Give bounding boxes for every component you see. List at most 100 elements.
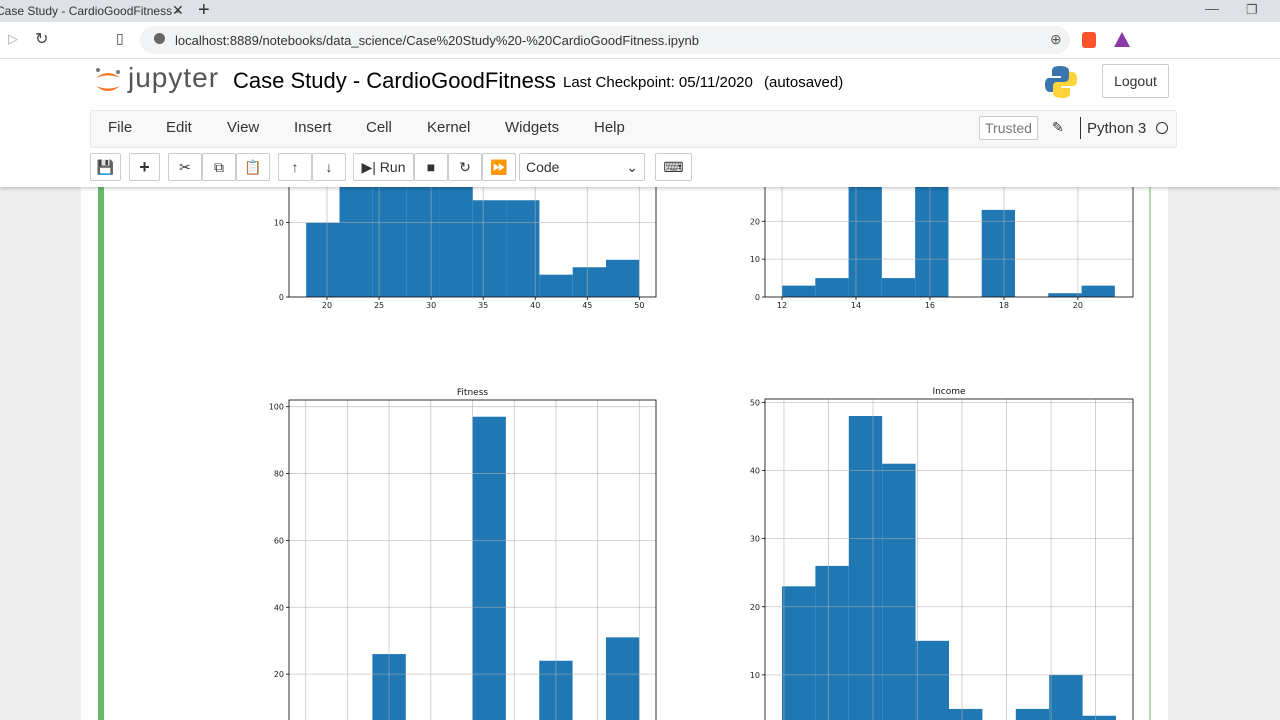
url-box[interactable]	[140, 26, 1070, 54]
menu-help[interactable]: Help	[594, 119, 625, 136]
bar	[781, 586, 816, 720]
bar	[949, 708, 983, 720]
x-tick-label: 18	[999, 301, 1009, 310]
jupyter-logo[interactable]: jupyter	[128, 62, 220, 93]
restart-button[interactable]: ↻	[448, 153, 482, 181]
move-down-button[interactable]: ↓	[312, 153, 346, 181]
bar	[1081, 285, 1115, 297]
bar	[472, 416, 506, 720]
plot-frame	[288, 399, 657, 720]
address-bar: ▷ ↻ ▯ localhost:8889/notebooks/data_scie…	[0, 22, 1280, 59]
x-tick-label: 12	[777, 301, 787, 310]
y-tick-label: 20	[750, 603, 760, 612]
bar	[472, 200, 507, 297]
save-button[interactable]: 💾	[90, 153, 121, 181]
autosave-status: (autosaved)	[764, 74, 844, 91]
bar	[306, 222, 340, 297]
histogram: 10 20 30 40 50 Income	[750, 387, 1134, 720]
y-tick-label: 0	[755, 293, 760, 302]
bar	[815, 278, 849, 297]
x-tick-label: 50	[634, 301, 644, 310]
copy-button[interactable]: ⧉	[202, 153, 236, 181]
new-tab[interactable]: +	[198, 0, 210, 21]
y-tick-label: 0	[279, 293, 284, 302]
y-tick-label: 20	[750, 217, 760, 226]
y-tick-label: 80	[274, 470, 284, 479]
menu-view[interactable]: View	[227, 119, 260, 136]
add-cell-button[interactable]: +	[129, 153, 160, 181]
run-all-button[interactable]: ⏩	[482, 153, 516, 181]
bar	[605, 637, 640, 720]
bar	[1048, 293, 1082, 297]
chart-title: Fitness	[457, 388, 488, 398]
chart-title: Income	[932, 387, 966, 397]
plot-frame	[764, 398, 1134, 720]
bar	[572, 267, 607, 297]
bar	[782, 285, 816, 297]
plot-area	[765, 399, 1133, 720]
url[interactable]: localhost:8889/notebooks/data_science/Ca…	[175, 33, 699, 48]
x-tick-label: 25	[374, 301, 384, 310]
kernel-status	[1156, 122, 1168, 134]
checkpoint: Last Checkpoint: 05/11/2020	[563, 74, 753, 91]
restore[interactable]: ❐	[1246, 2, 1258, 17]
bar	[881, 278, 916, 297]
tab-title[interactable]: Case Study - CardioGoodFitness -	[0, 4, 180, 18]
x-tick-label: 20	[322, 301, 332, 310]
rewards-icon[interactable]	[1114, 32, 1130, 47]
bar	[915, 640, 950, 720]
menu-cell[interactable]: Cell	[366, 119, 392, 136]
y-tick-label: 10	[750, 671, 760, 680]
kernel-name: Python 3	[1087, 120, 1147, 137]
cell-selection-bar	[98, 0, 104, 720]
tab-close[interactable]: ✕	[172, 2, 184, 18]
run-button[interactable]: ▶| Run	[353, 153, 414, 181]
separator	[1080, 117, 1081, 139]
logout-button[interactable]: Logout	[1102, 64, 1169, 98]
menu-edit[interactable]: Edit	[166, 119, 192, 136]
cut-button[interactable]: ✂	[168, 153, 202, 181]
y-tick-label: 40	[750, 467, 760, 476]
keyboard-button[interactable]: ⌨	[655, 153, 692, 181]
bar	[506, 200, 540, 297]
notebook-title[interactable]: Case Study - CardioGoodFitness	[233, 68, 556, 93]
zoom-icon[interactable]: ⊕	[1050, 31, 1062, 47]
histogram: 20 40 60 80 100 Fitness	[269, 388, 657, 720]
plot-area	[289, 400, 656, 720]
stop-button[interactable]: ■	[414, 153, 448, 181]
menu-widgets[interactable]: Widgets	[505, 119, 560, 136]
bar	[882, 463, 916, 720]
x-tick-label: 40	[530, 301, 540, 310]
run-label: Run	[379, 159, 406, 175]
y-tick-label: 10	[750, 255, 760, 264]
y-tick-label: 100	[269, 403, 284, 412]
run-icon: ▶|	[361, 158, 380, 175]
bar	[1049, 674, 1083, 720]
move-up-button[interactable]: ↑	[278, 153, 312, 181]
bar	[981, 209, 1016, 297]
cell-type: Code	[526, 159, 560, 175]
reload[interactable]: ↻	[35, 31, 49, 48]
cell-type-select[interactable]: Code ⌄	[519, 153, 645, 181]
trusted-indicator[interactable]: Trusted	[979, 116, 1038, 140]
back[interactable]: ▷	[8, 31, 18, 46]
y-tick-label: 40	[274, 603, 284, 612]
edit-icon[interactable]: ✎	[1052, 119, 1064, 135]
x-tick-label: 45	[582, 301, 592, 310]
python-logo	[1045, 66, 1077, 98]
y-tick-label: 30	[750, 535, 760, 544]
menu-insert[interactable]: Insert	[294, 119, 332, 136]
y-tick-label: 60	[274, 536, 284, 545]
header-area: Case Study - CardioGoodFitness - ✕ + — ❐…	[0, 0, 1280, 187]
paste-button[interactable]: 📋	[236, 153, 270, 181]
menu-file[interactable]: File	[108, 119, 133, 136]
tab-bar: Case Study - CardioGoodFitness - ✕ + — ❐	[0, 0, 1280, 22]
menu-kernel[interactable]: Kernel	[427, 119, 471, 136]
bookmark[interactable]: ▯	[116, 30, 124, 46]
jupyter-logo-icon	[96, 68, 120, 91]
bar	[606, 259, 640, 297]
x-tick-label: 14	[851, 301, 861, 310]
bar	[1082, 715, 1117, 720]
minimize[interactable]: —	[1205, 0, 1219, 16]
brave-icon[interactable]	[1082, 32, 1096, 48]
